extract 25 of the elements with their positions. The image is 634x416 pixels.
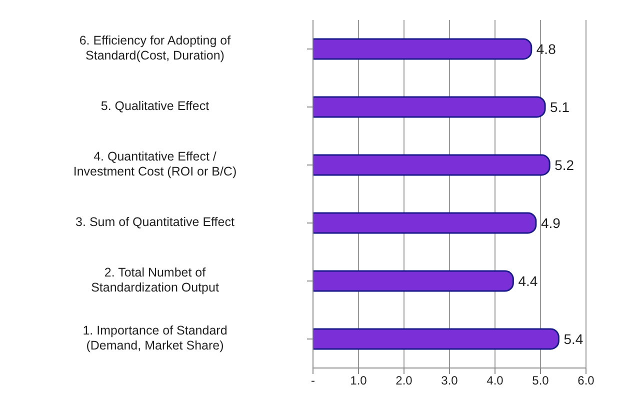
- bar: [313, 154, 550, 176]
- x-tick-label: -: [311, 374, 315, 388]
- bar: [313, 96, 546, 118]
- x-tick-label: 2.0: [396, 374, 413, 388]
- x-tick-label: 6.0: [578, 374, 595, 388]
- y-tick-label: 1. Importance of Standard (Demand, Market Share): [82, 324, 228, 353]
- y-tick-label: 3. Sum of Quantitative Effect: [76, 215, 235, 230]
- bar: [313, 38, 532, 60]
- data-label: 4.8: [536, 40, 556, 57]
- data-label: 5.2: [554, 156, 574, 173]
- data-label: 4.4: [518, 272, 538, 289]
- y-tick-label: 5. Qualitative Effect: [100, 99, 210, 114]
- x-tick-label: 4.0: [486, 374, 504, 388]
- bar: [313, 212, 537, 234]
- y-tick-label: 4. Quantitative Effect / Investment Cost (ROI or B/C): [73, 150, 237, 179]
- x-tick-label: 5.0: [532, 374, 550, 388]
- bar: [313, 270, 514, 292]
- data-label: 5.1: [550, 98, 570, 115]
- x-tick-label: 1.0: [350, 374, 368, 388]
- y-tick-label: 2. Total Numbet of Standardization Output: [91, 266, 220, 295]
- y-tick-label: 6. Efficiency for Adopting of Standard(Cost, Duration): [79, 34, 232, 63]
- x-tick-label: 3.0: [441, 374, 458, 388]
- bar: [313, 328, 560, 350]
- data-label: 5.4: [564, 330, 584, 347]
- data-label: 4.9: [540, 214, 561, 231]
